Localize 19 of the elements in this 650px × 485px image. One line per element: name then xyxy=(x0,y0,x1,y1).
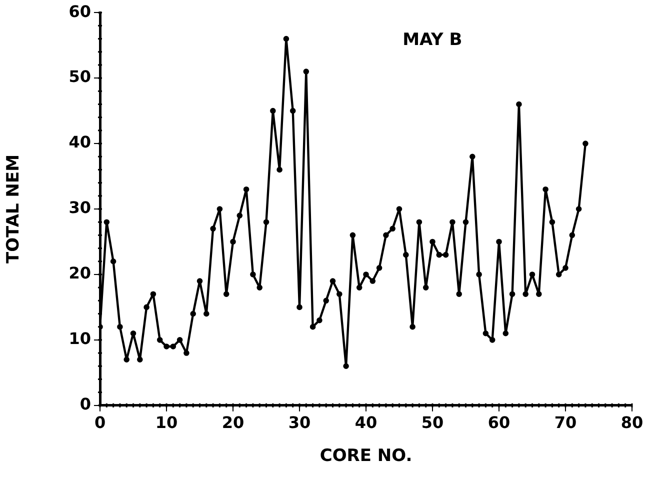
y-tick-label: 10 xyxy=(68,329,91,348)
x-tick-label: 20 xyxy=(222,413,244,432)
y-tick-label: 20 xyxy=(68,264,91,283)
y-tick-label: 50 xyxy=(68,67,91,86)
y-axis-title: TOTAL NEM xyxy=(4,154,24,264)
x-tick-label: 50 xyxy=(421,413,444,432)
x-tick-label: 60 xyxy=(488,413,510,432)
y-tick-label: 0 xyxy=(80,394,91,414)
x-tick-label: 10 xyxy=(155,413,178,432)
y-tick-label: 40 xyxy=(68,132,91,152)
x-tick-label: 80 xyxy=(620,413,644,432)
x-tick-label: 70 xyxy=(554,413,577,432)
x-tick-label: 30 xyxy=(288,413,311,432)
x-tick-label: 0 xyxy=(94,413,106,432)
text: MAY B xyxy=(402,30,462,50)
y-tick-label: 30 xyxy=(68,198,91,218)
x-tick-label: 40 xyxy=(354,413,378,432)
y-tick-label: 60 xyxy=(68,2,91,21)
x-axis-title: CORE NO. xyxy=(320,446,412,466)
